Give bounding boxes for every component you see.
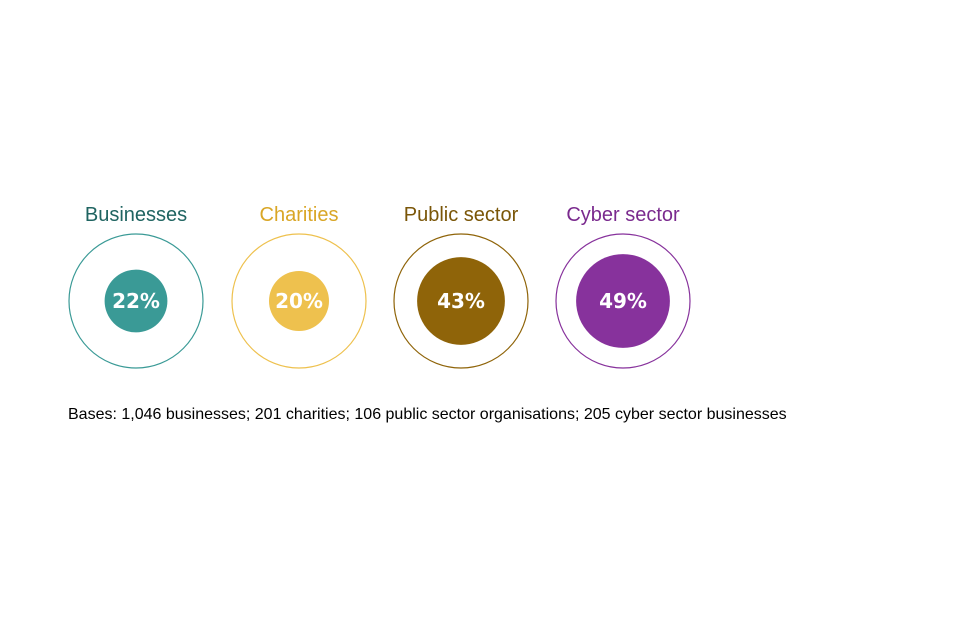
public-sector-outer-ring xyxy=(393,233,529,369)
cyber-sector-label: Cyber sector xyxy=(566,204,680,226)
cyber-sector-outer-ring xyxy=(555,233,691,369)
bases-footnote: Bases: 1,046 businesses; 201 charities; … xyxy=(68,406,787,423)
businesses-value-circle xyxy=(104,269,168,333)
public-sector-label: Public sector xyxy=(404,204,519,226)
businesses-value-label: 22% xyxy=(112,289,160,313)
charities-outer-ring xyxy=(231,233,367,369)
charities-value-circle xyxy=(269,271,329,331)
businesses-outer-ring xyxy=(68,233,204,369)
cyber-sector-value-circle xyxy=(576,254,670,348)
public-sector-value-label: 43% xyxy=(437,289,485,313)
businesses-label: Businesses xyxy=(85,204,187,226)
charities-value-label: 20% xyxy=(275,289,323,313)
cyber-sector-value-label: 49% xyxy=(599,289,647,313)
public-sector-value-circle xyxy=(417,257,505,345)
charities-label: Charities xyxy=(260,204,339,226)
